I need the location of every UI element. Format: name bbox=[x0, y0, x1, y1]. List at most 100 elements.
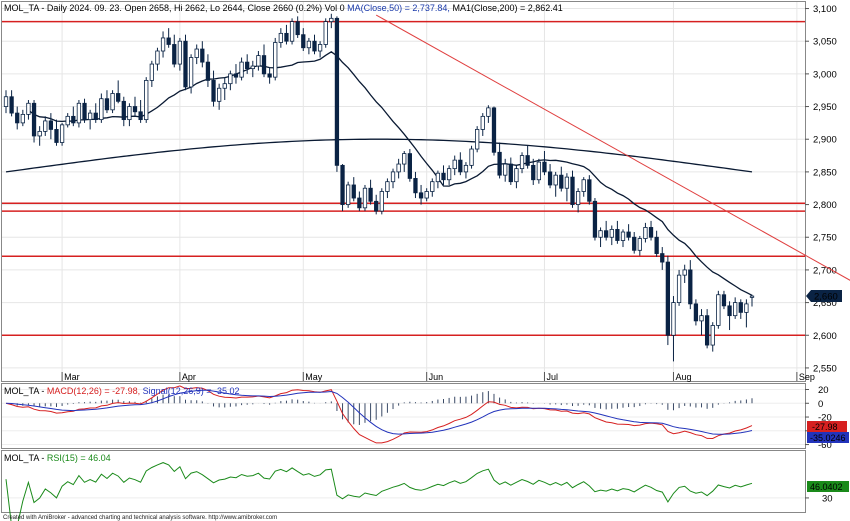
price-tick-label: 2,900 bbox=[813, 135, 837, 146]
candle-body bbox=[682, 269, 687, 276]
candle bbox=[435, 170, 441, 189]
candle-body bbox=[609, 228, 614, 238]
candle bbox=[65, 113, 70, 128]
rsi-label: RSI(15) = 46.04 bbox=[47, 453, 111, 463]
candle-body bbox=[542, 161, 547, 173]
candle bbox=[430, 178, 435, 197]
macd-tick-label: -20 bbox=[818, 413, 832, 424]
candle-body bbox=[211, 80, 216, 102]
candle bbox=[261, 44, 267, 78]
candle-body bbox=[738, 302, 743, 313]
candle bbox=[688, 260, 693, 310]
candle bbox=[531, 158, 536, 185]
candle bbox=[615, 220, 620, 244]
candle-body bbox=[620, 231, 626, 241]
rsi-value-tag: 46.0402 bbox=[807, 481, 849, 492]
candle bbox=[87, 109, 93, 130]
candle bbox=[609, 225, 614, 246]
candle bbox=[245, 54, 250, 74]
candle-body bbox=[564, 176, 570, 189]
candle bbox=[749, 294, 755, 307]
candle-body bbox=[570, 176, 575, 205]
candle-body bbox=[183, 40, 188, 88]
candle bbox=[469, 145, 474, 169]
candle bbox=[704, 309, 710, 349]
candle-body bbox=[121, 100, 126, 121]
candle-body bbox=[547, 171, 553, 186]
candle bbox=[458, 152, 463, 176]
candle bbox=[9, 90, 14, 117]
price-tick-label: 2,750 bbox=[813, 233, 837, 244]
candle-body bbox=[20, 113, 25, 124]
candle-body bbox=[508, 163, 513, 183]
candle bbox=[256, 51, 261, 71]
candle-body bbox=[385, 181, 390, 192]
candle-body bbox=[87, 112, 93, 121]
candle-body bbox=[278, 32, 283, 43]
candle-body bbox=[323, 21, 328, 45]
macd-header: MOL_TA - MACD(12,26) = -27.98, Signal(12… bbox=[4, 386, 240, 396]
candle bbox=[183, 34, 188, 91]
macd-line bbox=[5, 385, 753, 444]
rsi-header: MOL_TA - RSI(15) = 46.04 bbox=[4, 453, 111, 463]
signal-value-tag: -35.0246 bbox=[807, 432, 849, 443]
candle-body bbox=[362, 187, 368, 209]
price-tick-label: 2,550 bbox=[813, 363, 837, 374]
candle-body bbox=[553, 174, 558, 186]
candle-body bbox=[15, 112, 20, 124]
candle-body bbox=[82, 102, 87, 121]
candle bbox=[407, 149, 412, 182]
header-date: 2024. 09. 23. bbox=[69, 3, 122, 13]
candle-body bbox=[233, 73, 239, 78]
candle-body bbox=[43, 120, 48, 132]
candle bbox=[273, 37, 278, 81]
candle bbox=[519, 152, 525, 174]
candle-body bbox=[59, 124, 65, 143]
candle bbox=[166, 28, 171, 48]
macd-tick-label: 20 bbox=[818, 385, 829, 396]
price-tick-label: 2,800 bbox=[813, 200, 837, 211]
candle-body bbox=[604, 230, 609, 238]
candle-body bbox=[379, 191, 384, 212]
rsi-symbol: MOL_TA bbox=[4, 453, 39, 463]
rsi-tick-label: 30 bbox=[822, 493, 833, 504]
month-label: Sep bbox=[799, 372, 815, 382]
candle-body bbox=[402, 153, 407, 165]
candle-body bbox=[559, 174, 564, 189]
header-frequency: Daily bbox=[47, 3, 68, 13]
header-ma50: MA(Close,50) = 2,737.84, bbox=[347, 3, 450, 13]
candle bbox=[693, 299, 699, 326]
candle bbox=[486, 105, 491, 123]
price-panel bbox=[1, 1, 806, 382]
candle-body bbox=[166, 37, 171, 45]
candle bbox=[575, 188, 581, 213]
candle bbox=[620, 229, 626, 248]
price-tick-label: 3,050 bbox=[813, 37, 837, 48]
candle bbox=[278, 28, 283, 48]
candle bbox=[710, 322, 715, 352]
candle bbox=[598, 227, 603, 248]
candle bbox=[564, 173, 570, 202]
candle-body bbox=[172, 44, 177, 65]
candle-body bbox=[676, 274, 682, 303]
candle-body bbox=[727, 305, 732, 317]
candle bbox=[211, 70, 216, 107]
candle bbox=[228, 70, 233, 91]
candle bbox=[738, 299, 743, 319]
candle bbox=[418, 184, 424, 205]
candle bbox=[581, 177, 586, 197]
candle-body bbox=[632, 236, 637, 251]
candle bbox=[368, 179, 373, 205]
candle bbox=[559, 166, 564, 192]
candle-body bbox=[54, 129, 59, 143]
candle-body bbox=[648, 227, 654, 238]
candle-body bbox=[239, 61, 244, 78]
candle bbox=[441, 165, 446, 185]
candle-body bbox=[250, 65, 255, 70]
candle-body bbox=[491, 107, 497, 153]
candle bbox=[26, 100, 31, 120]
candle bbox=[59, 122, 65, 146]
candle-body bbox=[340, 164, 345, 205]
candle bbox=[351, 177, 356, 202]
